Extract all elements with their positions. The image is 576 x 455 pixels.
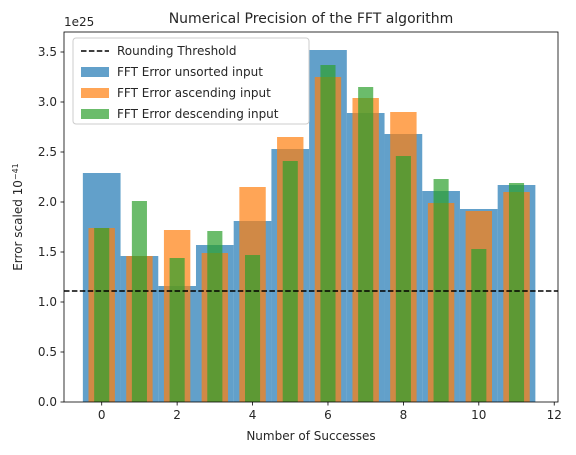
bar-series-3-11: [508, 183, 525, 402]
x-tick-label: 12: [547, 408, 562, 422]
y-tick-label: 2.0: [38, 195, 57, 209]
y-tick-label: 0.5: [38, 345, 57, 359]
x-axis-label: Number of Successes: [246, 429, 375, 443]
bar-series-3-9: [433, 179, 449, 402]
bar-series-3-1: [131, 201, 147, 402]
y-tick-label: 1.5: [38, 245, 57, 259]
y-tick-label: 2.5: [38, 145, 57, 159]
legend-label: FFT Error unsorted input: [117, 65, 263, 79]
y-axis: 0.0 0.5 1.0 1.5 2.0 2.5 3.0 3.5: [38, 45, 64, 409]
bar-series-3-10: [471, 249, 487, 402]
legend-label: Rounding Threshold: [117, 44, 236, 58]
y-tick-label: 3.5: [38, 45, 57, 59]
legend-box: [72, 37, 310, 125]
x-tick-label: 8: [400, 408, 408, 422]
plot-area: [64, 50, 558, 402]
x-tick-label: 4: [249, 408, 257, 422]
bar-series-3-7: [358, 87, 374, 402]
legend: Rounding Threshold FFT Error unsorted inp…: [72, 37, 310, 125]
legend-series-swatch: [81, 67, 109, 77]
bar-series-3-8: [395, 156, 411, 402]
bar-series-3-3: [207, 231, 223, 402]
y-offset-text: 1e25: [64, 15, 94, 29]
y-tick-label: 1.0: [38, 295, 57, 309]
y-axis-label-exponent: −41: [11, 163, 20, 180]
bar-series-3-0: [94, 228, 110, 402]
x-axis: 0 2 4 6 8 10 12: [98, 402, 562, 422]
legend-series-swatch: [81, 109, 109, 119]
legend-label: FFT Error descending input: [117, 107, 279, 121]
legend-label: FFT Error ascending input: [117, 86, 271, 100]
bar-series-3-4: [245, 255, 261, 402]
chart-title: Numerical Precision of the FFT algorithm: [169, 11, 454, 27]
x-tick-label: 2: [173, 408, 181, 422]
x-tick-label: 10: [471, 408, 486, 422]
x-tick-label: 0: [98, 408, 106, 422]
y-tick-label: 0.0: [38, 395, 57, 409]
y-axis-label-text: Error scaled 10: [11, 180, 25, 271]
y-tick-label: 3.0: [38, 95, 57, 109]
y-axis-label: Error scaled 10−41: [11, 163, 26, 271]
bar-series-3-2: [169, 258, 185, 402]
axes-frame: [63, 31, 559, 403]
bar-series-3-5: [282, 161, 298, 402]
legend-series-swatch: [81, 88, 109, 98]
x-tick-label: 6: [324, 408, 332, 422]
bar-series-3-6: [320, 65, 336, 402]
